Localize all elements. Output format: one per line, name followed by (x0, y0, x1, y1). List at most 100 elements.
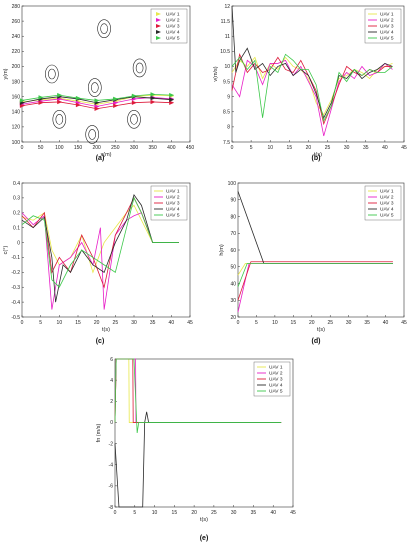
obstacle-outer-ring (88, 78, 102, 97)
y-tick-label: 0.1 (13, 225, 20, 231)
legend-marker (156, 30, 161, 34)
y-tick-label: -6 (109, 484, 114, 490)
panel-label: (a) (96, 155, 105, 162)
legend-entry: UAV 5 (380, 36, 394, 42)
y-tick-label: 180 (12, 79, 21, 85)
y-tick-label: 8 (227, 125, 230, 131)
series-line-1 (21, 204, 179, 274)
x-tick-label: 450 (186, 145, 195, 151)
legend-marker (156, 36, 161, 40)
obstacle-outer-ring (132, 58, 147, 78)
series-marker-5 (57, 92, 63, 98)
obstacle-outer-ring (52, 110, 67, 129)
y-tick-label: 10 (224, 64, 230, 70)
x-tick-label: 45 (290, 510, 296, 516)
x-tick-label: 45 (401, 145, 407, 151)
x-tick-label: 35 (364, 320, 370, 326)
legend-entry: UAV 1 (380, 189, 394, 195)
x-tick-label: 20 (309, 320, 315, 326)
x-axis-label: t(s) (314, 152, 322, 158)
x-tick-label: 30 (131, 320, 137, 326)
legend-entry: UAV 1 (166, 12, 180, 18)
legend-entry: UAV 3 (380, 24, 394, 30)
x-tick-label: 300 (130, 145, 139, 151)
legend-entry: UAV 2 (380, 195, 394, 201)
x-tick-label: 30 (231, 510, 237, 516)
y-tick-label: 0.4 (13, 181, 20, 187)
y-tick-label: 9 (227, 94, 230, 100)
x-tick-label: 10 (57, 320, 63, 326)
y-axis-label: v(m/s) (213, 66, 219, 81)
y-tick-label: 12 (224, 4, 230, 10)
x-tick-label: 35 (363, 145, 369, 151)
y-tick-label: 2 (110, 399, 113, 405)
x-tick-label: 10 (267, 145, 273, 151)
y-tick-label: -0.2 (11, 270, 20, 276)
y-tick-label: 240 (12, 34, 21, 40)
x-tick-label: 400 (167, 145, 176, 151)
y-axis-label: c(°) (3, 246, 9, 255)
x-tick-label: 20 (191, 510, 197, 516)
x-tick-label: 25 (327, 320, 333, 326)
y-tick-label: 60 (230, 248, 236, 254)
series-marker-5 (94, 98, 100, 103)
legend-entry: UAV 5 (269, 389, 283, 395)
legend-entry: UAV 1 (269, 365, 283, 371)
x-tick-label: 40 (383, 320, 389, 326)
obstacle-outer-ring (127, 110, 141, 129)
legend-entry: UAV 5 (166, 213, 180, 219)
y-tick-label: 20 (230, 315, 236, 321)
y-tick-label: 30 (230, 298, 236, 304)
panel-label: (e) (200, 535, 209, 542)
x-tick-label: 5 (255, 320, 258, 326)
x-tick-label: 40 (169, 320, 175, 326)
y-tick-label: 260 (12, 19, 21, 25)
panel-label: (c) (96, 338, 105, 345)
legend-marker (156, 12, 161, 16)
panel-label: (d) (312, 338, 321, 345)
x-tick-label: 35 (150, 320, 156, 326)
legend-entry: UAV 5 (380, 213, 394, 219)
series-marker-5 (131, 93, 137, 99)
y-tick-label: 6 (110, 357, 113, 363)
obstacle-inner-ring (100, 23, 108, 34)
series-line-2 (21, 212, 179, 310)
x-axis-label: x(m) (101, 152, 112, 158)
series-marker-3 (19, 103, 25, 108)
x-tick-label: 0 (231, 145, 234, 151)
series-line-4 (114, 411, 282, 508)
x-tick-label: 20 (94, 320, 100, 326)
x-tick-label: 250 (111, 145, 120, 151)
obstacle-inner-ring (48, 68, 56, 80)
legend-entry: UAV 5 (166, 36, 180, 42)
y-tick-label: 70 (230, 231, 236, 237)
chart-panel-2: 0 5 10 15 20 25 30 35 40 45 7.5 8 8.5 9 9.5 10 10.5 11 11.… (213, 4, 407, 158)
legend-entry: UAV 1 (166, 189, 180, 195)
x-tick-label: 30 (344, 145, 350, 151)
legend-entry: UAV 3 (269, 377, 283, 383)
obstacle-outer-ring (45, 64, 59, 84)
x-tick-label: 15 (172, 510, 178, 516)
series-marker-5 (113, 96, 119, 102)
y-tick-label: 11.5 (221, 19, 231, 25)
obstacle-outer-ring (85, 125, 99, 144)
series-marker-3 (57, 99, 63, 105)
chart-panel-3: 0 5 10 15 20 25 30 35 40 45 -0.5 -0.4 -0.3 -0.2 -0.1 0 0… (3, 181, 193, 333)
y-tick-label: 90 (230, 198, 236, 204)
series-marker-5 (38, 95, 44, 100)
x-tick-label: 5 (250, 145, 253, 151)
y-tick-label: 7.5 (223, 140, 230, 146)
series-marker-2 (113, 100, 119, 105)
y-tick-label: 80 (230, 214, 236, 220)
y-tick-label: -0.1 (11, 255, 20, 261)
legend-entry: UAV 2 (269, 371, 283, 377)
chart-panel-5: 0 5 10 15 20 25 30 35 40 45 -8 -6 -4 -2 0 2 4 6 t(s) fn (m/… (96, 357, 296, 523)
series-marker-3 (150, 99, 156, 105)
series-marker-3 (94, 106, 100, 111)
